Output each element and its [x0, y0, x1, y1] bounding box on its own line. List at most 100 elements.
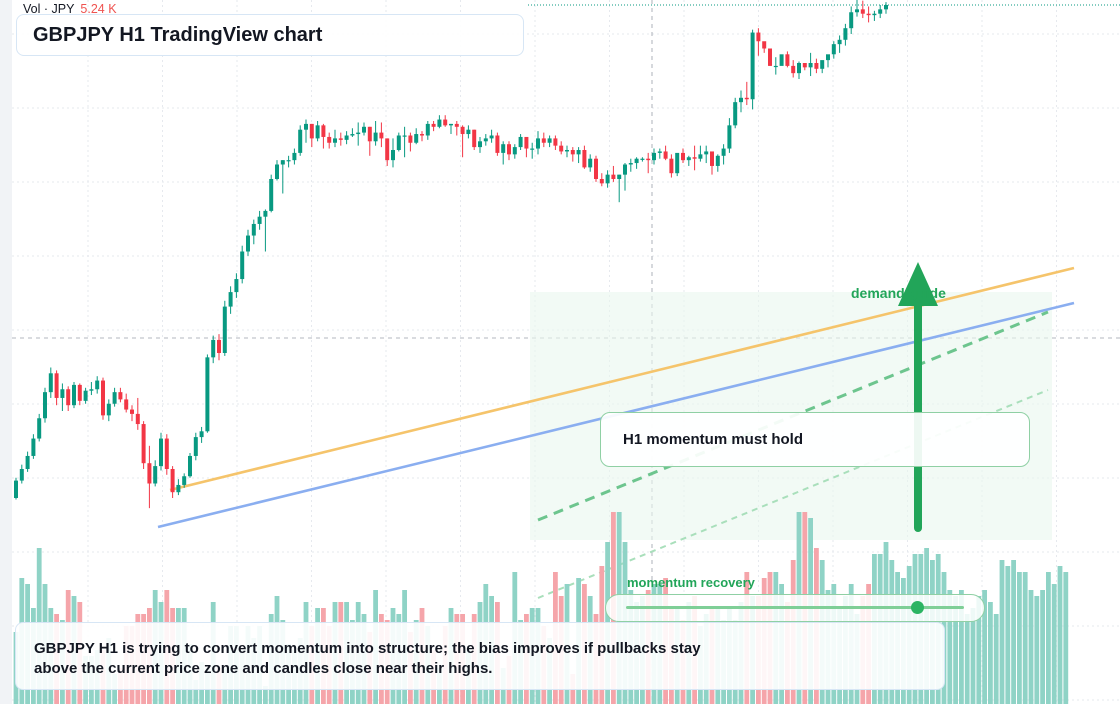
- candle: [350, 128, 355, 137]
- volume-bar: [947, 590, 953, 704]
- candle-body: [327, 136, 332, 143]
- candle: [565, 145, 569, 158]
- candle: [559, 141, 564, 155]
- candle: [141, 421, 146, 469]
- candle-body: [449, 123, 453, 126]
- candle: [617, 174, 622, 203]
- candle: [820, 60, 825, 74]
- candle-body: [704, 151, 709, 155]
- candle-body: [304, 123, 308, 130]
- candle: [72, 382, 76, 409]
- candle-body: [855, 9, 859, 13]
- candle: [153, 460, 158, 487]
- candle-body: [83, 390, 88, 401]
- candle-body: [205, 357, 210, 432]
- candle-body: [797, 63, 801, 74]
- candle: [489, 129, 494, 143]
- candle: [333, 129, 337, 148]
- candle: [164, 434, 169, 475]
- momentum-recovery-track: [626, 606, 964, 609]
- candle-body: [814, 63, 819, 69]
- candle: [692, 145, 697, 171]
- momentum-recovery-meter[interactable]: [605, 594, 985, 622]
- candle-body: [269, 179, 274, 211]
- candle: [60, 383, 65, 411]
- candle: [124, 393, 129, 413]
- candle: [553, 135, 558, 150]
- candle-body: [802, 63, 807, 68]
- volume-bar: [982, 590, 987, 704]
- candle-body: [385, 138, 390, 161]
- candle-body: [14, 480, 18, 498]
- candle: [431, 121, 436, 132]
- candle-body: [872, 13, 877, 16]
- candle: [802, 63, 807, 71]
- candle: [518, 134, 523, 150]
- candle-body: [31, 438, 36, 456]
- candle-body: [727, 125, 732, 149]
- candle-body: [350, 134, 355, 136]
- candle-body: [408, 135, 413, 143]
- candle: [507, 141, 511, 161]
- candle: [327, 132, 332, 149]
- candle: [681, 148, 685, 164]
- candle: [373, 121, 378, 146]
- candle: [756, 28, 761, 56]
- candle: [843, 23, 848, 46]
- candle-body: [611, 174, 616, 179]
- volume-bar: [1034, 596, 1040, 704]
- candle: [530, 142, 535, 159]
- candle: [837, 35, 842, 53]
- candle-body: [379, 132, 384, 139]
- candle-body: [553, 138, 558, 146]
- candle-body: [454, 123, 459, 127]
- volume-bar: [970, 608, 976, 704]
- candle: [193, 432, 198, 461]
- demand-guide-label: demand guide: [851, 285, 946, 301]
- candle: [576, 147, 581, 164]
- candle: [379, 122, 384, 148]
- candle-body: [333, 138, 337, 143]
- volume-bar: [953, 596, 958, 704]
- volume-bar: [193, 680, 199, 704]
- candle: [443, 115, 448, 127]
- candle-body: [135, 413, 140, 425]
- candle-body: [193, 437, 198, 456]
- candle: [112, 387, 117, 407]
- volume-bar: [959, 590, 964, 704]
- candle: [785, 51, 790, 68]
- candle-body: [576, 150, 581, 155]
- candlesticks: [14, 0, 888, 509]
- candle-body: [170, 469, 175, 493]
- candle-body: [234, 279, 239, 293]
- momentum-recovery-knob[interactable]: [910, 601, 924, 614]
- candle: [77, 383, 82, 406]
- candle-body: [159, 438, 163, 467]
- candle: [275, 160, 279, 181]
- candle-body: [240, 251, 245, 280]
- candle: [849, 6, 854, 34]
- candle-body: [228, 292, 233, 307]
- candle-body: [141, 424, 146, 464]
- candle: [611, 165, 616, 182]
- candle: [414, 128, 419, 145]
- candle-body: [675, 152, 680, 174]
- candle-body: [756, 32, 761, 42]
- candle-body: [681, 152, 685, 161]
- candle: [257, 210, 262, 230]
- candle-body: [518, 136, 523, 148]
- candle-body: [431, 123, 436, 127]
- candle-body: [837, 39, 842, 45]
- candle-body: [315, 125, 320, 139]
- candle-body: [338, 138, 343, 140]
- candle-body: [153, 466, 158, 484]
- candle-body: [536, 138, 540, 149]
- candle-body: [808, 63, 813, 68]
- candle: [878, 5, 883, 19]
- chart-title: GBPJPY H1 TradingView chart: [33, 23, 323, 46]
- candle-body: [124, 399, 129, 410]
- candle: [304, 119, 308, 143]
- candle: [338, 132, 343, 146]
- candle-body: [669, 158, 674, 174]
- candle: [37, 413, 42, 442]
